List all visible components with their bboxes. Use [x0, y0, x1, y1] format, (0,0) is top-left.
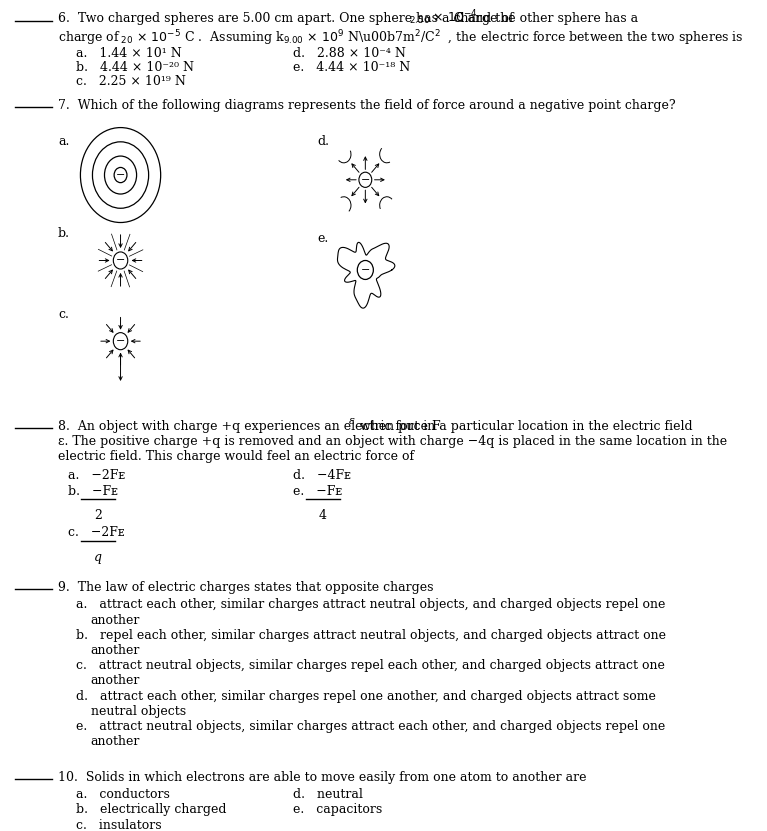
Text: neutral objects: neutral objects	[91, 705, 186, 718]
Text: e.   capacitors: e. capacitors	[293, 804, 382, 817]
Text: C and the other sphere has a: C and the other sphere has a	[453, 12, 637, 25]
Text: 2: 2	[94, 509, 102, 522]
Text: another: another	[91, 613, 140, 627]
Text: −: −	[360, 265, 370, 275]
Text: another: another	[91, 644, 140, 657]
Text: d.   2.88 × 10⁻⁴ N: d. 2.88 × 10⁻⁴ N	[293, 47, 406, 60]
Text: e.   attract neutral objects, similar charges attract each other, and charged ob: e. attract neutral objects, similar char…	[77, 720, 666, 733]
Text: 7.  Which of the following diagrams represents the field of force around a negat: 7. Which of the following diagrams repre…	[58, 99, 676, 112]
Text: d.   −4Fᴇ: d. −4Fᴇ	[293, 470, 351, 482]
Text: b.   electrically charged: b. electrically charged	[77, 804, 227, 817]
Text: 10.  Solids in which electrons are able to move easily from one atom to another : 10. Solids in which electrons are able t…	[58, 771, 587, 784]
Text: $_{2.50}$ $\times$ $10^{-4}$: $_{2.50}$ $\times$ $10^{-4}$	[409, 8, 477, 27]
Text: a.   1.44 × 10¹ N: a. 1.44 × 10¹ N	[77, 47, 182, 60]
Text: e.   4.44 × 10⁻¹⁸ N: e. 4.44 × 10⁻¹⁸ N	[293, 61, 410, 74]
Text: e.   −Fᴇ: e. −Fᴇ	[293, 484, 342, 498]
Text: electric field. This charge would feel an electric force of: electric field. This charge would feel a…	[58, 450, 414, 464]
Text: c.   2.25 × 10¹⁹ N: c. 2.25 × 10¹⁹ N	[77, 76, 186, 88]
Text: −: −	[116, 170, 125, 180]
Text: −: −	[360, 175, 370, 184]
Text: b.   repel each other, similar charges attract neutral objects, and charged obje: b. repel each other, similar charges att…	[77, 629, 667, 642]
Text: d.   attract each other, similar charges repel one another, and charged objects : d. attract each other, similar charges r…	[77, 690, 657, 702]
Text: b.   −Fᴇ: b. −Fᴇ	[68, 484, 118, 498]
Text: e.: e.	[318, 232, 328, 245]
Text: c.   insulators: c. insulators	[77, 819, 162, 831]
Text: c.   −2Fᴇ: c. −2Fᴇ	[68, 526, 125, 539]
Text: 9.  The law of electric charges states that opposite charges: 9. The law of electric charges states th…	[58, 582, 433, 594]
Text: q: q	[94, 551, 102, 564]
Text: charge of$_{\ 20}$ $\times$ $10^{-5}$ C .  Assuming k$_{9.00}$ $\times$ $10^{9}$: charge of$_{\ 20}$ $\times$ $10^{-5}$ C …	[58, 29, 743, 48]
Text: 4: 4	[319, 509, 327, 522]
Text: c.: c.	[58, 308, 69, 321]
Text: when put in a particular location in the electric field: when put in a particular location in the…	[356, 420, 693, 433]
Text: 8.  An object with charge +q experiences an electric force F: 8. An object with charge +q experiences …	[58, 420, 440, 433]
Text: another: another	[91, 735, 140, 748]
Text: b.: b.	[58, 227, 70, 240]
Text: a.   conductors: a. conductors	[77, 789, 170, 801]
Text: c.   attract neutral objects, similar charges repel each other, and charged obje: c. attract neutral objects, similar char…	[77, 659, 665, 672]
Text: −: −	[116, 337, 125, 347]
Text: a.   attract each other, similar charges attract neutral objects, and charged ob: a. attract each other, similar charges a…	[77, 598, 666, 612]
Text: b.   4.44 × 10⁻²⁰ N: b. 4.44 × 10⁻²⁰ N	[77, 61, 194, 74]
Text: 6.  Two charged spheres are 5.00 cm apart. One sphere has a charge of: 6. Two charged spheres are 5.00 cm apart…	[58, 12, 514, 25]
Text: a.: a.	[58, 135, 69, 148]
Text: another: another	[91, 675, 140, 687]
Text: a.   −2Fᴇ: a. −2Fᴇ	[68, 470, 126, 482]
Text: ε: ε	[349, 416, 355, 426]
Text: d.: d.	[318, 135, 329, 148]
Text: d.   neutral: d. neutral	[293, 789, 363, 801]
Text: −: −	[116, 255, 125, 265]
Text: ε. The positive charge +q is removed and an object with charge −4q is placed in : ε. The positive charge +q is removed and…	[58, 435, 727, 448]
